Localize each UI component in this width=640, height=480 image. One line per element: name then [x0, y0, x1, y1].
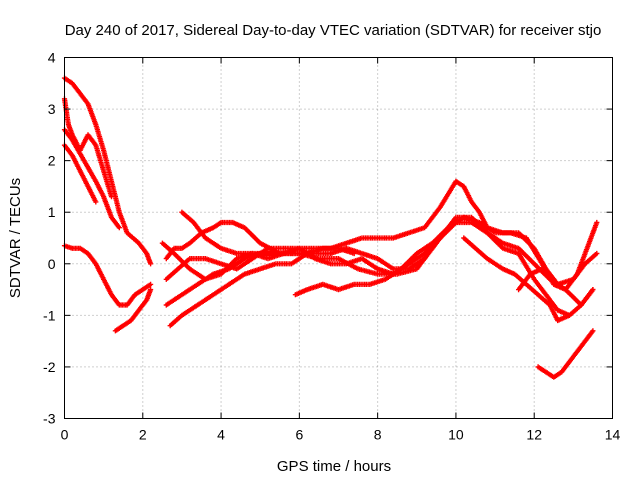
series-track-6 — [112, 287, 154, 334]
data-point — [590, 328, 596, 334]
plot-frame — [64, 57, 613, 419]
chart-title: Day 240 of 2017, Sidereal Day-to-day VTE… — [65, 22, 602, 39]
x-tick-label: 12 — [526, 427, 542, 443]
y-axis-label: SDTVAR / TECUs — [7, 178, 24, 298]
x-tick-label: 2 — [139, 427, 147, 443]
x-tick-label: 0 — [61, 427, 69, 443]
x-tick-label: 8 — [374, 427, 382, 443]
data-point — [273, 250, 279, 257]
series-track-12 — [163, 250, 279, 308]
y-tick-label: 0 — [48, 256, 56, 272]
data-point — [594, 219, 600, 226]
data-point — [594, 250, 600, 257]
series-track-16 — [535, 328, 596, 380]
data-point — [351, 250, 357, 257]
data-point — [422, 256, 428, 262]
x-tick-label: 14 — [605, 427, 621, 443]
series-track-1 — [61, 75, 154, 267]
data-point — [93, 199, 99, 205]
data-point — [148, 261, 154, 267]
series-track-15 — [516, 266, 557, 293]
data-point — [551, 276, 557, 282]
x-axis-label: GPS time / hours — [277, 458, 391, 475]
data-marks — [61, 75, 600, 380]
data-point — [148, 281, 154, 287]
series-track-5 — [61, 243, 154, 308]
y-tick-label: 2 — [48, 153, 56, 169]
y-tick-label: -3 — [43, 411, 56, 427]
y-tick-label: -2 — [43, 359, 56, 375]
data-point — [116, 225, 122, 231]
data-point — [566, 312, 572, 318]
data-point — [148, 287, 154, 293]
x-tick-label: 4 — [217, 427, 225, 443]
data-point — [108, 194, 115, 200]
series-track-14 — [461, 235, 572, 324]
y-tick-label: 4 — [48, 50, 56, 66]
y-tick-label: 1 — [48, 204, 56, 220]
y-tick-label: -1 — [43, 307, 56, 323]
series-track-11 — [167, 245, 357, 329]
x-tick-label: 10 — [448, 427, 464, 443]
y-tick-label: 3 — [48, 101, 56, 117]
x-tick-label: 6 — [295, 427, 303, 443]
series-track-4 — [61, 142, 99, 205]
grid — [64, 57, 613, 419]
data-point — [590, 287, 596, 293]
